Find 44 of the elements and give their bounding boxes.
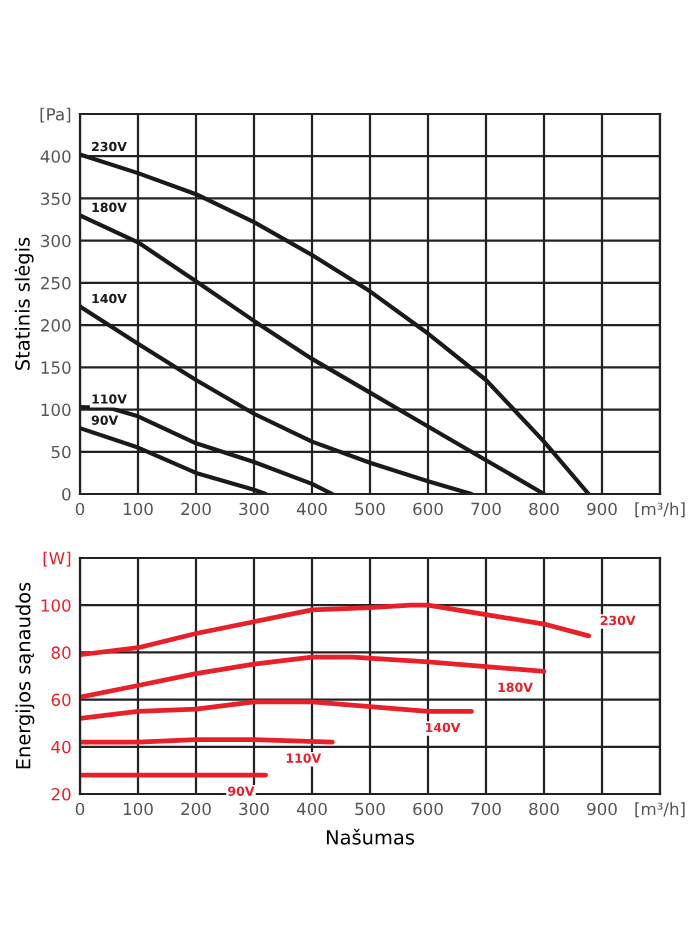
x-tick-label: 0 — [75, 802, 85, 816]
x-tick-label: 900 — [587, 802, 617, 816]
x-tick-label: 700 — [471, 502, 501, 516]
x-tick-label: [m³/h] — [635, 502, 685, 518]
x-tick-label: 100 — [123, 802, 153, 816]
y-tick-label: 80 — [51, 646, 71, 659]
y-axis-title: Energijos sąnaudos — [15, 582, 35, 769]
y-tick-label: 50 — [51, 445, 71, 459]
y-tick-label: 350 — [41, 192, 71, 206]
x-tick-label: 700 — [471, 802, 501, 816]
y-tick-label: 100 — [41, 599, 71, 612]
x-tick-label: 0 — [75, 502, 85, 516]
y-tick-label: 300 — [41, 234, 71, 248]
y-tick-label: 40 — [51, 740, 71, 754]
x-tick-label: 400 — [296, 502, 327, 516]
y-tick-label: 20 — [51, 787, 71, 801]
x-tick-label: 800 — [529, 502, 559, 516]
line-series — [80, 654, 547, 700]
y-tick-label: 150 — [41, 361, 71, 374]
x-tick-label: 500 — [355, 502, 385, 516]
x-tick-label: 200 — [181, 502, 211, 516]
x-tick-label: 200 — [181, 802, 211, 816]
y-tick-label: 0 — [62, 487, 71, 501]
x-axis-title: Našumas — [326, 828, 414, 845]
y-tick-label: [Pa] — [40, 107, 71, 123]
y-tick-label: 100 — [41, 403, 71, 417]
y-tick-label: 200 — [41, 319, 71, 332]
y-tick-label: [W] — [43, 551, 71, 567]
line-series — [80, 699, 474, 721]
x-tick-label: 100 — [123, 502, 153, 516]
y-tick-label: 60 — [51, 693, 71, 707]
x-tick-label: 400 — [296, 802, 327, 816]
x-tick-label: 300 — [239, 802, 269, 816]
x-tick-label: 300 — [239, 502, 269, 516]
y-tick-label: 400 — [40, 150, 71, 163]
x-tick-label: 900 — [587, 502, 617, 516]
x-tick-label: 500 — [355, 802, 385, 816]
line-series — [80, 602, 592, 658]
x-tick-label: 600 — [413, 802, 443, 816]
y-tick-label: 250 — [41, 276, 71, 290]
x-tick-label: [m³/h] — [635, 802, 685, 818]
x-tick-label: 600 — [413, 502, 443, 516]
y-axis-title: Statinis slėgis — [14, 237, 34, 370]
x-tick-label: 800 — [529, 802, 559, 816]
